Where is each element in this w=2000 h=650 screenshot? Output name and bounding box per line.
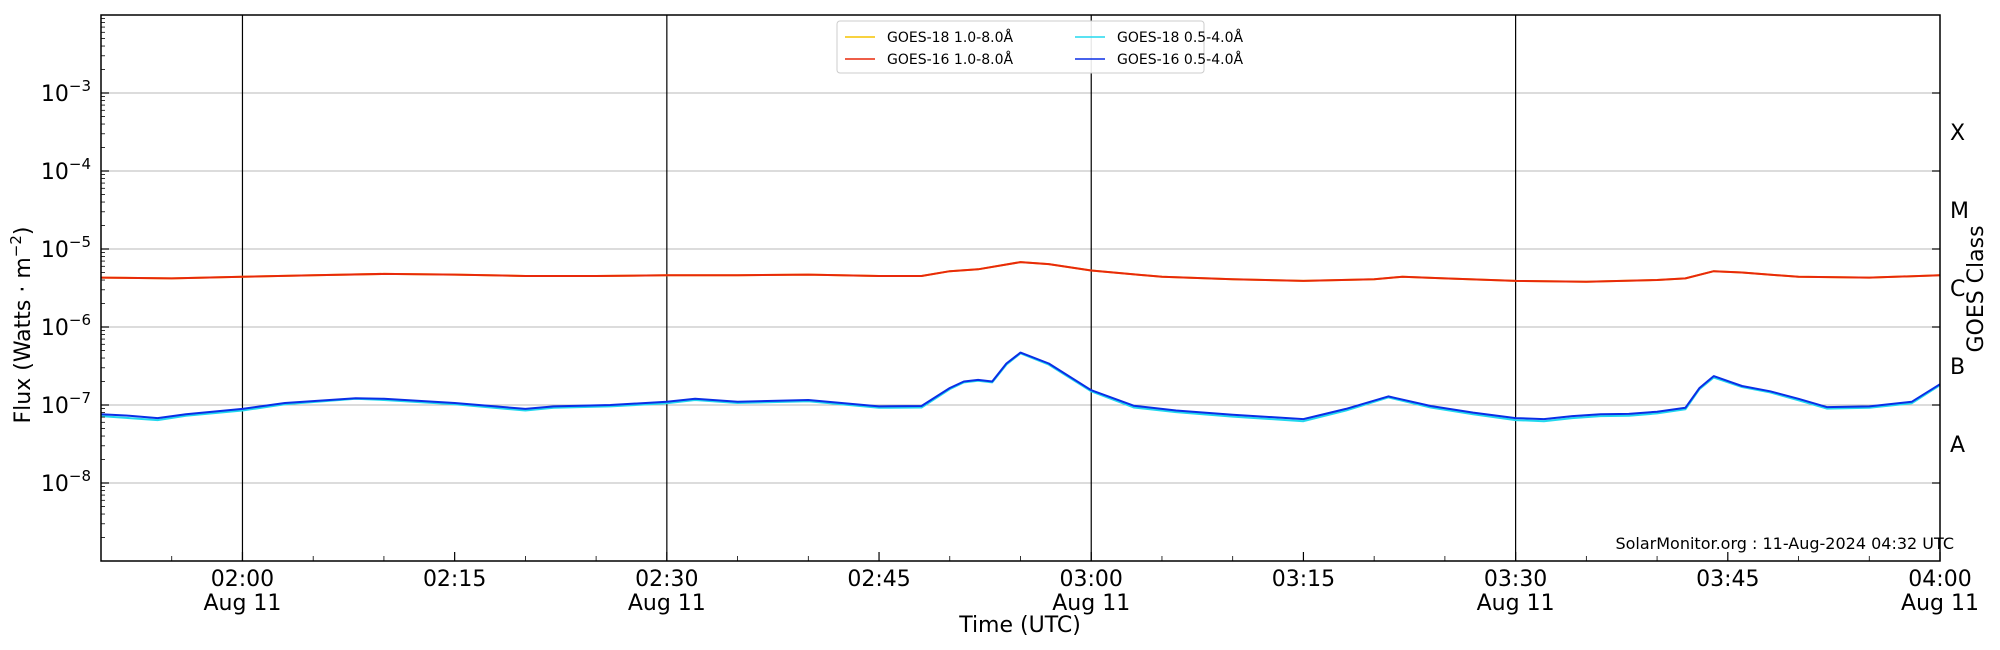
legend-label: GOES-18 1.0-8.0Å — [887, 29, 1013, 46]
y-tick-label: 10−3 — [41, 77, 91, 107]
series-line — [100, 261, 1941, 283]
y-axis-label: Flux (Watts · m−2) — [7, 227, 36, 424]
x-tick-label: 02:00 — [211, 567, 274, 592]
goes-class-label: M — [1950, 199, 1969, 224]
x-tick-label: 03:30 — [1484, 567, 1547, 592]
series-line — [100, 351, 1941, 421]
goes-class-label: B — [1950, 355, 1965, 380]
x-tick-label: 03:45 — [1696, 567, 1759, 592]
x-tick-label: 03:00 — [1060, 567, 1123, 592]
x-tick-label: 03:15 — [1272, 567, 1335, 592]
y-tick-label: 10−5 — [41, 233, 91, 263]
legend: GOES-18 1.0-8.0Å GOES-16 1.0-8.0Å GOES-18 … — [836, 20, 1243, 74]
grid-lines — [101, 92, 1940, 484]
x-tick-sublabel: Aug 11 — [628, 591, 706, 616]
goes-class-label: C — [1950, 277, 1965, 302]
legend-label: GOES-16 1.0-8.0Å — [887, 51, 1013, 68]
x-tick-sublabel: Aug 11 — [1477, 591, 1555, 616]
x-tick-label: 02:15 — [423, 567, 486, 592]
x-tick-label: 02:30 — [635, 567, 698, 592]
legend-label: GOES-16 0.5-4.0Å — [1117, 51, 1243, 68]
goes-class-label: X — [1950, 121, 1965, 146]
y-tick-label: 10−7 — [41, 389, 91, 419]
x-tick-sublabel: Aug 11 — [1901, 591, 1979, 616]
y-tick-label: 10−4 — [41, 155, 91, 185]
x-tick-sublabel: Aug 11 — [203, 591, 281, 616]
x-axis-label: Time (UTC) — [958, 613, 1081, 638]
goes-class-label: A — [1950, 433, 1965, 458]
axis-ticks — [100, 18, 1941, 561]
legend-box — [836, 20, 1205, 74]
credit-text: SolarMonitor.org : 11-Aug-2024 04:32 UTC — [1615, 534, 1954, 553]
plot-frame — [100, 14, 1941, 562]
y-tick-label: 10−6 — [41, 311, 91, 341]
day-marker-lines — [241, 15, 1517, 561]
x-tick-label: 04:00 — [1908, 567, 1971, 592]
x-tick-label: 02:45 — [847, 567, 910, 592]
y-tick-label: 10−8 — [41, 467, 91, 497]
x-tick-sublabel: Aug 11 — [1052, 591, 1130, 616]
y2-axis-label: GOES Class — [1964, 225, 1989, 352]
series-lines — [100, 261, 1941, 423]
legend-label: GOES-18 0.5-4.0Å — [1117, 29, 1243, 46]
